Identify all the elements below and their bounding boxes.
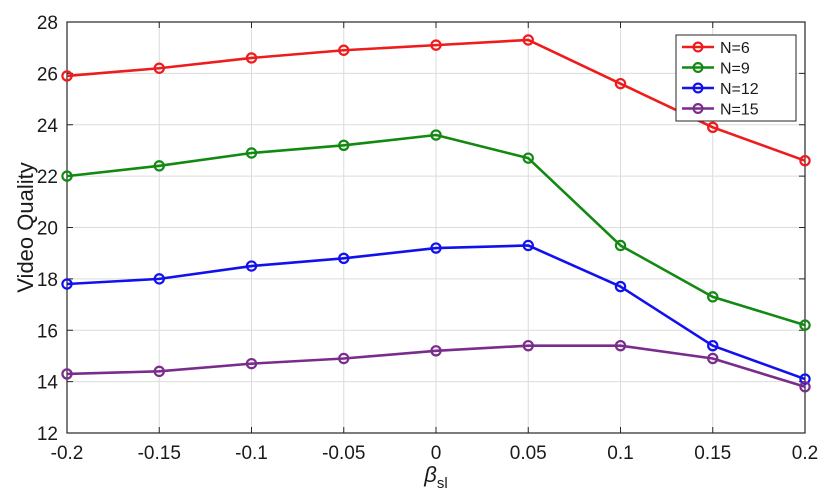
legend-label: N=6 [720, 40, 750, 57]
y-tick-label: 24 [37, 116, 59, 137]
legend-item: N=9 [682, 61, 750, 78]
legend-marker [692, 41, 704, 53]
data-point [430, 39, 442, 51]
data-point [245, 260, 258, 272]
data-point [61, 170, 73, 182]
data-point [614, 239, 627, 252]
legend-label: N=9 [720, 61, 750, 78]
data-point [338, 252, 350, 265]
x-tick-label: 0.2 [792, 443, 818, 464]
y-tick-label: 20 [37, 219, 58, 240]
data-point [430, 242, 442, 254]
legend-label: N=15 [720, 102, 759, 119]
y-tick-label: 12 [37, 424, 58, 445]
data-point [614, 77, 627, 90]
legend-item: N=12 [682, 81, 759, 98]
data-point [522, 239, 534, 252]
data-point [153, 273, 165, 285]
data-point [799, 381, 811, 393]
data-point [245, 52, 258, 64]
legend-items: N=6 N=9 N=12 N=15 [682, 40, 759, 119]
legend-label: N=12 [720, 81, 759, 98]
data-point [522, 152, 534, 164]
data-point [245, 357, 258, 370]
data-point [799, 155, 811, 167]
series-group [61, 34, 811, 393]
x-tick-label: -0.05 [322, 443, 365, 464]
data-point [153, 160, 165, 172]
series-line [66, 344, 806, 389]
legend: N=6 N=9 N=12 N=15 [675, 34, 797, 122]
x-tick-label: 0.15 [694, 443, 731, 464]
y-tick-label: 14 [37, 373, 59, 394]
data-point [799, 319, 811, 331]
data-point [707, 291, 719, 303]
data-point [338, 44, 350, 56]
y-tick-label: 18 [37, 270, 58, 291]
y-tick-label: 26 [37, 64, 58, 85]
data-point [707, 339, 719, 352]
x-axis-label-symbol: β [423, 462, 437, 487]
x-tick-label: 0.1 [607, 443, 633, 464]
y-tick-label: 16 [37, 321, 58, 342]
data-point [522, 34, 534, 46]
data-point [799, 373, 811, 385]
data-point [522, 339, 534, 352]
x-tick-label: -0.2 [51, 443, 84, 464]
series-line [66, 244, 806, 381]
data-point [707, 121, 719, 134]
x-tick-label: 0.05 [510, 443, 547, 464]
legend-item: N=15 [682, 102, 759, 119]
legend-marker [692, 102, 704, 114]
data-point [614, 280, 627, 293]
data-point [614, 339, 627, 352]
y-axis-ticks: 12 14 16 18 20 22 24 26 28 [37, 13, 805, 445]
series-n-12 [61, 239, 811, 385]
x-tick-label: -0.1 [235, 443, 268, 464]
series-n-9 [61, 129, 811, 331]
legend-marker [692, 82, 704, 94]
data-point [245, 147, 258, 159]
data-point [61, 278, 73, 290]
data-point [153, 62, 165, 74]
data-point [707, 352, 719, 365]
data-point [61, 70, 73, 82]
data-point [430, 345, 442, 357]
x-axis-label-subscript: sl [437, 475, 448, 492]
y-tick-label: 22 [37, 167, 58, 188]
y-tick-label: 28 [37, 13, 58, 34]
data-point [430, 129, 442, 141]
data-point [153, 365, 165, 378]
legend-item: N=6 [682, 40, 750, 57]
x-axis-label: βsl [423, 462, 447, 492]
legend-marker [692, 61, 704, 73]
data-point [338, 139, 350, 151]
legend-box [675, 34, 797, 122]
x-tick-label: 0 [431, 443, 442, 464]
series-line [66, 133, 806, 327]
x-axis-ticks: -0.2 -0.15 -0.1 -0.05 0 0.05 0.1 0.15 0.2 [51, 22, 818, 464]
data-point [61, 368, 73, 380]
data-point [338, 352, 350, 365]
x-tick-label: -0.15 [138, 443, 181, 464]
series-n-15 [61, 339, 811, 393]
y-axis-label: Video Quality [13, 162, 38, 292]
